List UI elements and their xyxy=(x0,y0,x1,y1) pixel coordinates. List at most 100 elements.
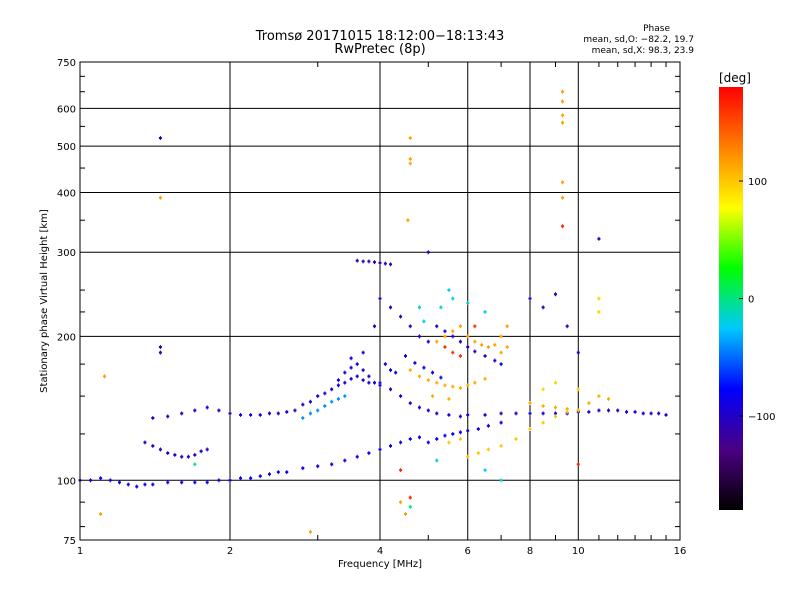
data-point xyxy=(355,454,359,459)
data-point xyxy=(378,383,382,388)
data-point xyxy=(597,394,601,399)
data-point xyxy=(597,296,601,301)
data-point xyxy=(561,195,565,200)
data-point xyxy=(399,314,403,319)
x-axis-label: Frequency [MHz] xyxy=(338,559,422,570)
data-point xyxy=(343,458,347,463)
data-point xyxy=(426,250,430,255)
data-point xyxy=(316,464,320,469)
data-point xyxy=(330,462,334,467)
data-point xyxy=(126,482,130,487)
data-point xyxy=(99,512,103,517)
data-point xyxy=(426,440,430,445)
data-point xyxy=(301,402,305,407)
data-point xyxy=(483,353,487,358)
data-point xyxy=(336,378,340,383)
data-point xyxy=(373,260,377,265)
data-point xyxy=(180,480,184,485)
data-point xyxy=(373,324,377,329)
data-point xyxy=(117,480,121,485)
plot-frame xyxy=(79,61,681,541)
colorbar-unit: [deg] xyxy=(719,71,751,85)
data-point xyxy=(499,362,503,367)
data-point xyxy=(389,368,393,373)
data-point xyxy=(451,431,455,436)
data-point xyxy=(451,384,455,389)
data-point xyxy=(431,370,435,375)
data-point xyxy=(180,411,184,416)
x-tick-label: 4 xyxy=(377,546,383,557)
data-point xyxy=(458,353,462,358)
data-point xyxy=(205,480,209,485)
data-point xyxy=(443,383,447,388)
data-point xyxy=(276,470,280,475)
data-point xyxy=(239,412,243,417)
data-point xyxy=(355,362,359,367)
data-points xyxy=(78,89,668,534)
data-point xyxy=(193,408,197,413)
data-point xyxy=(541,387,545,392)
data-point xyxy=(258,412,262,417)
data-point xyxy=(193,452,197,457)
data-point xyxy=(383,261,387,266)
data-point xyxy=(158,447,162,452)
data-point xyxy=(158,136,162,141)
data-point xyxy=(426,378,430,383)
data-point xyxy=(553,405,557,410)
data-point xyxy=(422,365,426,370)
data-point xyxy=(343,370,347,375)
data-point xyxy=(451,350,455,355)
x-tick-label: 8 xyxy=(527,546,533,557)
data-point xyxy=(180,454,184,459)
data-point xyxy=(158,350,162,355)
data-point xyxy=(228,478,232,483)
y-tick-label: 75 xyxy=(63,536,76,547)
data-point xyxy=(451,329,455,334)
x-axis-ticks: 1 2 4 6 8 10 16 xyxy=(77,62,686,557)
data-point xyxy=(435,458,439,463)
data-point xyxy=(408,495,412,500)
data-point xyxy=(466,345,470,350)
data-point xyxy=(293,408,297,413)
chart-title: Tromsø 20171015 18:12:00−18:13:43 xyxy=(255,29,505,44)
data-point xyxy=(239,476,243,481)
data-point xyxy=(330,399,334,404)
stats-heading: Phase xyxy=(643,24,670,34)
stats-line-x: mean, sd,X: 98.3, 23.9 xyxy=(592,46,695,56)
data-point xyxy=(458,414,462,419)
data-point xyxy=(607,396,611,401)
data-point xyxy=(343,380,347,385)
data-point xyxy=(408,368,412,373)
data-point xyxy=(399,440,403,445)
data-point xyxy=(483,468,487,473)
data-point xyxy=(447,412,451,417)
data-point xyxy=(466,300,470,305)
data-point xyxy=(641,411,645,416)
data-point xyxy=(383,362,387,367)
data-point xyxy=(367,259,371,264)
data-point xyxy=(249,476,253,481)
data-point xyxy=(103,374,107,379)
data-point xyxy=(664,412,668,417)
data-point xyxy=(486,345,490,350)
data-point xyxy=(403,353,407,358)
data-point xyxy=(499,411,503,416)
data-point xyxy=(399,500,403,505)
data-point xyxy=(483,412,487,417)
data-point xyxy=(473,380,477,385)
data-point xyxy=(361,350,365,355)
data-point xyxy=(561,180,565,185)
data-point xyxy=(308,529,312,534)
data-point xyxy=(565,324,569,329)
data-point xyxy=(514,411,518,416)
data-point xyxy=(528,427,532,432)
data-point xyxy=(476,427,480,432)
data-point xyxy=(408,324,412,329)
data-point xyxy=(108,478,112,483)
data-point xyxy=(426,408,430,413)
y-axis-label: Stationary phase Virtual Height [km] xyxy=(39,209,50,393)
data-point xyxy=(473,324,477,329)
data-point xyxy=(466,334,470,339)
data-point xyxy=(466,428,470,433)
data-point xyxy=(417,374,421,379)
